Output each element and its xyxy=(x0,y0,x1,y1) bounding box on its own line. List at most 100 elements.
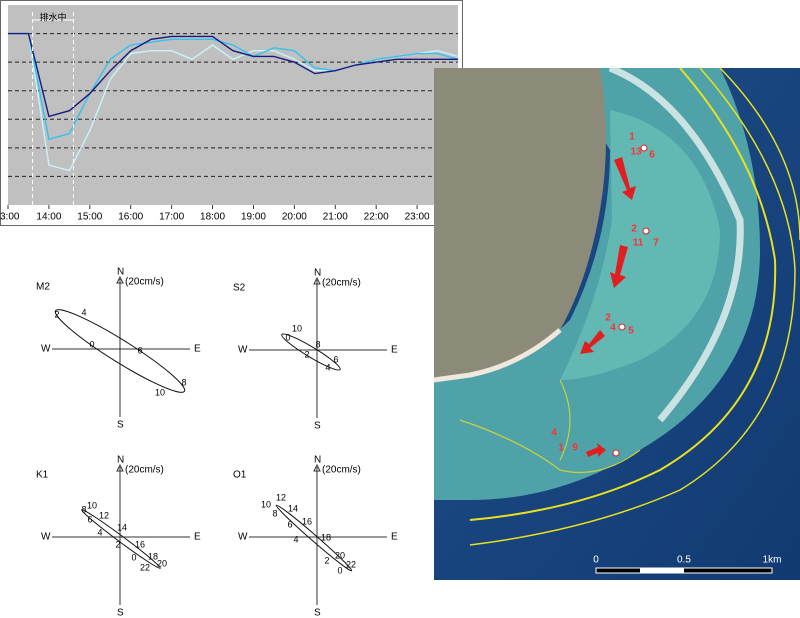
hour-label: 18 xyxy=(321,532,331,542)
station-label: 1 xyxy=(558,443,564,454)
panel-name: S2 xyxy=(233,283,246,294)
line-chart: 3:00 14:00 15:00 16:00 17:00 18:00 19:00 20:00 2… xyxy=(0,11,468,222)
station-label: 4 xyxy=(551,428,557,439)
x-tick-label: 20:00 xyxy=(282,212,307,223)
compass-w: W xyxy=(238,532,248,543)
station xyxy=(618,323,626,331)
x-tick-label: 16:00 xyxy=(118,212,143,223)
beach xyxy=(433,328,562,383)
ellipse-panel: M2 N S W E (20cm/s) 2 4 0 6 8 10 xyxy=(36,267,201,431)
hour-label: 14 xyxy=(117,522,127,532)
panel-name: O1 xyxy=(233,470,247,481)
x-tick-label: 19:00 xyxy=(241,212,266,223)
hour-label: 8 xyxy=(315,339,320,349)
scale-label: 0.5 xyxy=(677,555,691,566)
hour-label: 4 xyxy=(81,307,86,317)
plot-area xyxy=(8,5,458,205)
station-label: 11 xyxy=(633,238,644,249)
hour-label: 6 xyxy=(333,354,338,364)
hour-label: 2 xyxy=(115,539,120,549)
x-tick-label: 23:00 xyxy=(405,212,430,223)
contour xyxy=(559,379,571,461)
hour-label: 4 xyxy=(97,527,102,537)
scale-label: 0 xyxy=(593,555,599,566)
hour-label: 10 xyxy=(87,500,97,510)
tidal-ellipse xyxy=(281,333,341,371)
station-label: 1 xyxy=(629,132,635,143)
compass-n: N xyxy=(314,455,321,466)
hour-label: 8 xyxy=(272,508,277,518)
hour-label: 18 xyxy=(148,551,158,561)
scale-bar xyxy=(640,568,684,573)
compass-n: N xyxy=(117,455,124,466)
speed-scale: (20cm/s) xyxy=(322,278,361,289)
hour-label: 2 xyxy=(54,309,59,319)
x-tick-label: 22:00 xyxy=(364,212,389,223)
scale-bar xyxy=(596,568,640,573)
x-tick-label: 18:00 xyxy=(200,212,225,223)
speed-scale: (20cm/s) xyxy=(125,465,164,476)
hour-label: 16 xyxy=(302,516,312,526)
panel-name: K1 xyxy=(36,470,49,481)
hour-label: 22 xyxy=(140,562,150,572)
station-label: 9 xyxy=(572,443,578,454)
tidal-ellipse xyxy=(275,504,353,572)
station-label: 4 xyxy=(610,323,616,334)
hour-label: 4 xyxy=(293,534,298,544)
compass-n: N xyxy=(314,268,321,279)
annotation-text: 排水中 xyxy=(39,11,66,22)
hour-label: 0 xyxy=(337,565,342,575)
panel-name: M2 xyxy=(36,282,50,293)
land xyxy=(434,68,606,380)
hour-label: 20 xyxy=(335,550,345,560)
north-arrow xyxy=(116,463,124,472)
hour-label: 0 xyxy=(131,552,136,562)
arrow xyxy=(580,330,605,354)
hour-label: 12 xyxy=(99,510,109,520)
speed-scale: (20cm/s) xyxy=(125,277,164,288)
hour-label: 6 xyxy=(87,514,92,524)
station xyxy=(642,227,650,235)
speed-scale: (20cm/s) xyxy=(322,465,361,476)
compass-s: S xyxy=(314,608,321,618)
hour-label: 14 xyxy=(288,503,298,513)
hour-label: 0 xyxy=(89,339,94,349)
hour-label: 10 xyxy=(155,387,165,397)
x-tick-label: 15:00 xyxy=(77,212,102,223)
compass-n: N xyxy=(117,267,124,278)
hour-label: 10 xyxy=(292,323,302,333)
station xyxy=(640,144,648,152)
north-arrow xyxy=(313,463,321,472)
reef-flat xyxy=(560,110,720,380)
scale-bar-outline xyxy=(595,567,773,574)
compass-e: E xyxy=(391,345,398,356)
series-line xyxy=(8,32,459,141)
compass-w: W xyxy=(238,345,248,356)
hour-label: 12 xyxy=(276,492,286,502)
hour-label: 6 xyxy=(287,519,292,529)
hour-label: 20 xyxy=(157,558,167,568)
surf xyxy=(608,64,744,423)
station-label: 13 xyxy=(630,147,642,158)
compass-s: S xyxy=(314,421,321,432)
compass-e: E xyxy=(194,344,201,355)
station-label: 7 xyxy=(653,238,659,249)
scale-label: 1km xyxy=(763,555,782,566)
scale-bar xyxy=(684,568,772,573)
x-tick-label: 21:00 xyxy=(323,212,348,223)
compass-w: W xyxy=(41,344,51,355)
contour xyxy=(469,67,777,521)
arrow xyxy=(614,157,636,200)
hour-label: 8 xyxy=(81,504,86,514)
hour-label: 2 xyxy=(304,349,309,359)
station xyxy=(612,449,620,457)
arrow xyxy=(586,443,606,457)
hour-label: 4 xyxy=(325,362,330,372)
x-tick-label: 3:00 xyxy=(0,212,20,223)
compass-e: E xyxy=(194,532,201,543)
